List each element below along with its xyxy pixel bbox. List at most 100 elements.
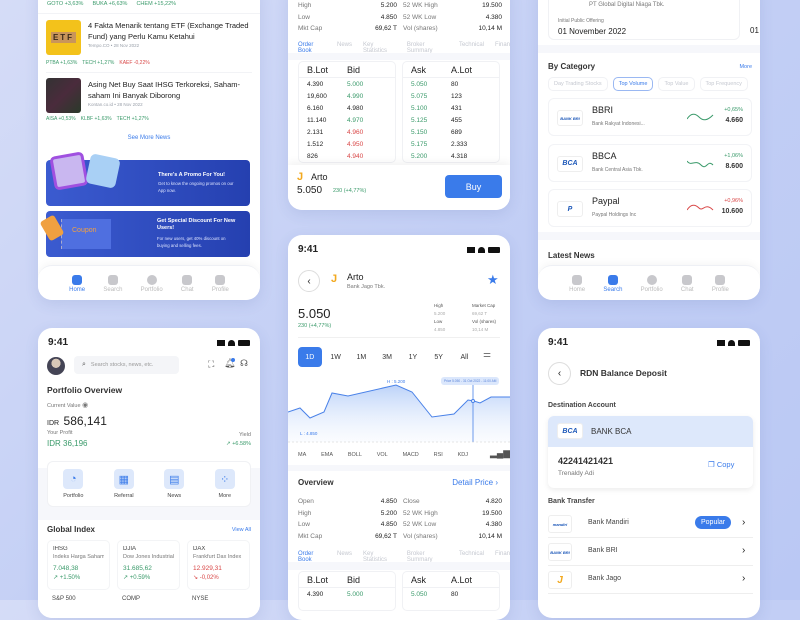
menu-portfolio[interactable]: ◔ Portfolio (63, 469, 83, 499)
chart-settings-icon[interactable]: ⚌ (483, 349, 492, 359)
ipo-card[interactable]: PT Global Digital Niaga Tbk. Initial Pub… (548, 0, 740, 40)
indicator-ema[interactable]: EMA (321, 452, 333, 458)
stat-label: Open (298, 498, 314, 505)
timeframe-1y[interactable]: 1Y (408, 353, 418, 361)
nav-profile[interactable]: Profile (712, 266, 729, 300)
jago-logo: J (297, 171, 304, 183)
eye-icon[interactable]: ◉ (82, 402, 89, 409)
sparkline (687, 160, 714, 167)
tab-key-statistics[interactable]: Key Statistics (363, 551, 388, 563)
ticker-chip[interactable]: TECH +1,27% (82, 60, 115, 66)
buy-button[interactable]: Buy (445, 175, 502, 198)
avatar[interactable] (47, 357, 65, 375)
search-input[interactable]: ⌕ Search stocks, news, etc. (74, 356, 179, 374)
portfolio-icon: ◔ (63, 469, 84, 489)
favorite-star-icon[interactable]: ★ (487, 272, 499, 287)
menu-more[interactable]: ⁘ More (214, 469, 235, 499)
bank-option[interactable]: mandiri Bank Mandiri Popular › (548, 512, 753, 538)
scan-icon[interactable]: ⛶ (208, 359, 215, 369)
nav-label: Profile (211, 286, 229, 293)
order-row: 11.140 4.970 (299, 114, 395, 126)
bank-option[interactable]: J Bank Jago › (548, 568, 753, 594)
timeframe-3m[interactable]: 3M (382, 353, 392, 361)
tab-broker-summary[interactable]: Broker Summary (406, 551, 433, 563)
indicator-ma[interactable]: MA (298, 452, 307, 458)
stat-value: 4.820 (485, 498, 502, 505)
stock-row[interactable]: P Paypal Paypal Holdings Inc +0,96% 10.600 (548, 189, 752, 227)
indicator-macd[interactable]: MACD (402, 452, 419, 458)
stat-mkt-cap: Mkt Cap 69,62 T (298, 25, 397, 37)
back-button[interactable]: ‹ (548, 362, 571, 385)
chip-day-trading-stocks[interactable]: Day Trading Stocks (548, 77, 608, 91)
ticker-chip[interactable]: BUKA +6,63% (92, 1, 128, 7)
nav-portfolio[interactable]: Portfolio (141, 266, 163, 300)
index-card[interactable]: IHSG Indeks Harga Saham... 7.048,38 ↗ +1.50… (47, 540, 110, 590)
menu-news[interactable]: ▤ News (164, 469, 185, 499)
quick-menu: ◔ Portfolio ▦ Referral ▤ News ⁘ More (47, 461, 251, 507)
notification-icon[interactable]: 🔔︎ (224, 358, 236, 368)
timeframe-1m[interactable]: 1M (356, 353, 367, 361)
ticker-chip[interactable]: AISA +0,53% (46, 116, 76, 122)
timeframe-5y[interactable]: 5Y (434, 353, 443, 361)
ticker-chip[interactable]: TECH +1,27% (116, 116, 149, 122)
order-row: 4.390 5.000 (299, 78, 395, 90)
tab-technical[interactable]: Technical (458, 42, 484, 48)
chip-top-volume[interactable]: Top Volume (612, 77, 654, 91)
bbri-logo: BANK BRI (557, 110, 583, 126)
tab-news[interactable]: News (337, 551, 353, 557)
chip-top-frequency[interactable]: Top Frequency (699, 77, 748, 91)
stock-row[interactable]: BANK BRI BBRI Bank Rakyat Indonesi... +0,65… (548, 98, 752, 136)
timeframe-1w[interactable]: 1W (330, 353, 341, 361)
back-button[interactable]: ‹ (298, 270, 320, 292)
news-item[interactable]: Asing Net Buy Saat IHSG Terkoreksi, Saha… (38, 75, 260, 125)
promo-banner[interactable]: There's A Promo For You! Get to know the… (46, 151, 250, 206)
nav-search[interactable]: Search (103, 266, 122, 300)
bid-price: 4.970 (347, 116, 364, 124)
nav-profile[interactable]: Profile (212, 266, 229, 300)
view-all-link[interactable]: View All (231, 527, 251, 533)
indicator-kdj[interactable]: KDJ (457, 452, 468, 458)
tab-technical[interactable]: Technical (458, 551, 484, 557)
menu-referral[interactable]: ▦ Referral (113, 469, 134, 499)
nav-chat[interactable]: Chat (681, 266, 694, 300)
tab-finan[interactable]: Finan (494, 42, 510, 48)
account-number: 42241421421 (558, 456, 614, 466)
news-item[interactable]: ETF 4 Fakta Menarik tentang ETF (Exchang… (38, 16, 260, 76)
home-screen: GOTO +3,63% BUKA +6,63% CHEM +15,22% ETF 4… (38, 0, 260, 300)
copy-button[interactable]: ❐ Copy (708, 460, 735, 469)
stat-label: High (298, 2, 312, 9)
nav-home[interactable]: Home (69, 266, 85, 300)
discount-banner[interactable]: Coupon Get Special Discount For New User… (39, 211, 250, 257)
nav-portfolio[interactable]: Portfolio (641, 266, 663, 300)
index-card[interactable]: DJIA Dow Jones Industrial... 31.685,62 ↗ +0… (117, 540, 180, 590)
nav-search[interactable]: Search (603, 266, 622, 300)
indicator-rsi[interactable]: RSI (433, 452, 443, 458)
timeframe-1d[interactable]: 1D (298, 347, 322, 367)
tab-broker-summary[interactable]: Broker Summary (406, 42, 433, 54)
indicator-boll[interactable]: BOLL (347, 452, 362, 458)
ticker-chip[interactable]: KLBF +1,63% (80, 116, 112, 122)
ticker-chip[interactable]: GOTO +3,63% (47, 1, 84, 7)
volume-icon[interactable]: ▂▄▆ (490, 448, 510, 458)
tab-finan[interactable]: Finan (494, 551, 510, 557)
nav-chat[interactable]: Chat (181, 266, 194, 300)
ticker-chip[interactable]: PTBA +1,63% (46, 60, 78, 66)
ticker-chip[interactable]: KAEF -0,22% (119, 60, 150, 66)
detail-price-link[interactable]: Detail Price › (452, 478, 498, 487)
nav-home[interactable]: Home (569, 266, 585, 300)
stock-detail-screen: 9:41 ‹ J Arto Bank Jago Tbk. ★ 5.050 230… (288, 235, 510, 620)
tab-news[interactable]: News (337, 42, 353, 48)
stock-row[interactable]: BCA BBCA Bank Central Asia Tbk. +1,06% 8.600 (548, 143, 752, 182)
see-more-news-link[interactable]: See More News (127, 135, 171, 141)
bank-option[interactable]: BANK BRI Bank BRI › (548, 540, 753, 566)
chip-top-value[interactable]: Top Value (658, 77, 695, 91)
tab-key-statistics[interactable]: Key Statistics (363, 42, 388, 54)
headset-icon[interactable]: ☊ (240, 358, 248, 368)
timeframe-all[interactable]: All (460, 353, 469, 361)
ticker-chip[interactable]: CHEM +15,22% (136, 1, 177, 7)
index-card[interactable]: DAX Frankfurt Dax Index 12.929,31 ↘ -0,02% (187, 540, 250, 590)
timeframe-selector: 1D 1W 1M 3M 1Y 5Y All (298, 347, 502, 367)
indicator-vol[interactable]: VOL (376, 452, 388, 458)
more-link[interactable]: More (739, 64, 752, 70)
price-chart[interactable] (288, 370, 510, 445)
